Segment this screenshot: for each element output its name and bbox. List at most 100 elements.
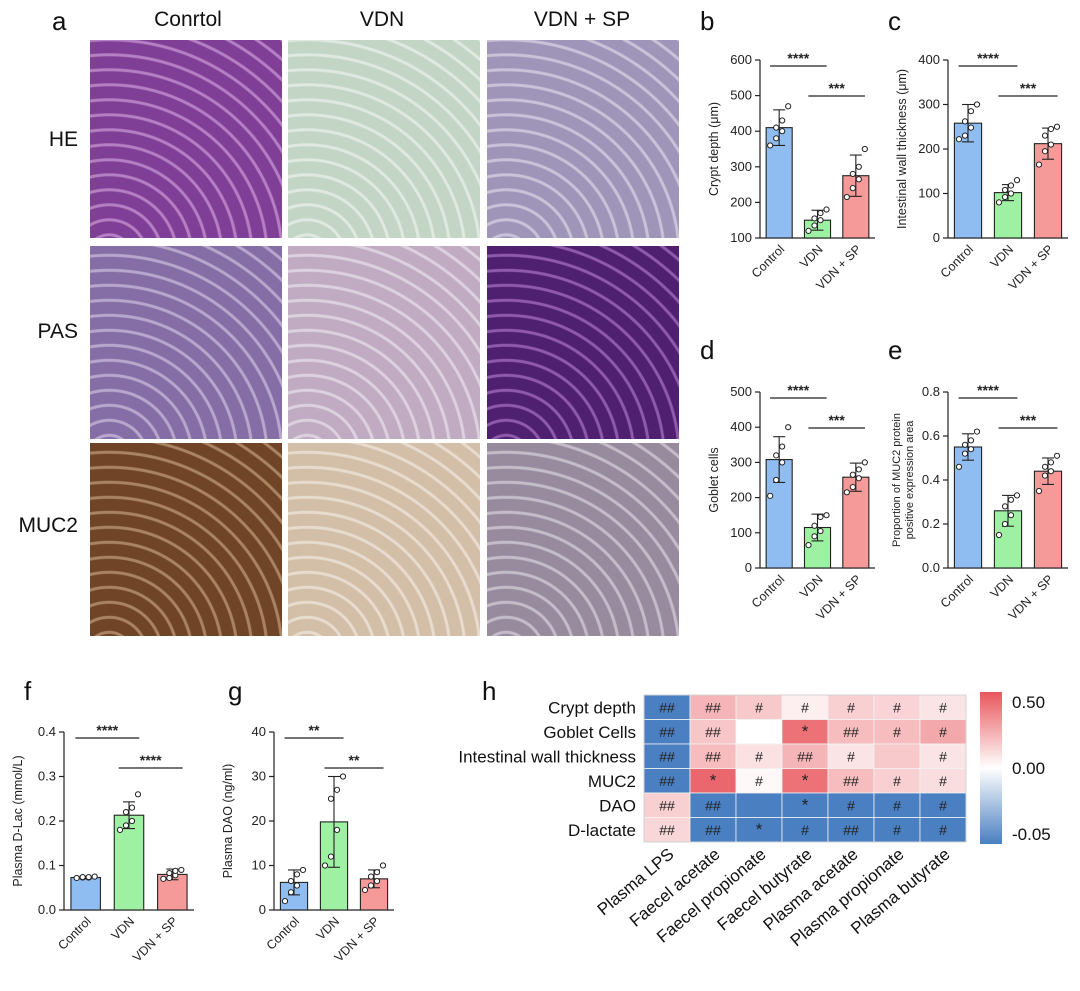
- heatmap-cell: [781, 743, 829, 769]
- y-tick-label: 400: [918, 52, 940, 67]
- heatmap-cell: [919, 719, 967, 745]
- data-point: [333, 826, 341, 834]
- histology-image-muc2-2: [288, 443, 480, 636]
- data-point: [321, 862, 329, 869]
- y-tick-label: 40: [252, 724, 266, 739]
- x-tick-label: VDN: [314, 914, 343, 943]
- data-point: [116, 826, 124, 834]
- heatmap-cell-label: #: [893, 822, 901, 838]
- data-point: [779, 117, 786, 124]
- x-tick-label: VDN: [797, 242, 826, 271]
- x-tick-label: VDN: [988, 242, 1017, 271]
- heatmap-cell-label: *: [802, 722, 809, 741]
- data-point: [299, 866, 307, 874]
- panel-letter-b: b: [700, 6, 715, 36]
- data-point: [1035, 487, 1043, 495]
- y-tick-label: 100: [918, 186, 940, 201]
- significance-label: **: [309, 722, 320, 738]
- heatmap-cell-label: #: [893, 797, 901, 813]
- heatmap-cell-label: #: [939, 699, 947, 715]
- heatmap-row-label: D-lactate: [568, 821, 636, 840]
- y-tick-label: 500: [730, 88, 752, 103]
- y-tick-label: 100: [730, 230, 752, 245]
- data-point: [855, 163, 862, 170]
- data-point: [1001, 193, 1009, 201]
- data-point: [823, 512, 830, 519]
- data-point: [327, 795, 335, 802]
- y-tick-label: 300: [730, 454, 752, 469]
- panel-letter-e: e: [888, 335, 903, 365]
- data-point: [849, 170, 856, 178]
- data-point: [811, 522, 818, 529]
- chart-muc2-proportion: 0.0 0.2 0.4 0.6 0.8 Proportion of MUC2 protei…: [891, 382, 1068, 623]
- significance-label: ****: [787, 50, 809, 66]
- data-point: [1047, 459, 1055, 466]
- heatmap-cell-label: #: [893, 724, 901, 740]
- heatmap-cell-label: ##: [797, 748, 813, 764]
- data-point: [1053, 452, 1061, 459]
- y-tick-label: 200: [730, 490, 752, 505]
- heatmap-cell-label: ##: [705, 822, 721, 838]
- x-tick-label: VDN: [797, 572, 826, 601]
- column-title-vdn-sp: VDN + SP: [533, 8, 631, 31]
- data-point: [811, 215, 818, 222]
- y-axis-label: Intestinal wall thickness (μm): [895, 69, 909, 229]
- panel-letter-c: c: [888, 6, 901, 36]
- data-point: [379, 862, 387, 869]
- chart-crypt-depth: 100 200 300 400 500 600 Crypt depth (μm) Contro…: [707, 50, 875, 293]
- heatmap-cell-label: ##: [705, 797, 721, 813]
- data-point: [287, 889, 295, 896]
- heatmap-cell-label: #: [939, 724, 947, 740]
- data-point: [849, 471, 856, 478]
- heatmap-cell-label: ##: [705, 748, 721, 764]
- heatmap-cell-label: #: [939, 748, 947, 764]
- x-tick-label: VDN + SP: [130, 914, 180, 964]
- heatmap-cell-label: #: [939, 797, 947, 813]
- heatmap-cell-label: ##: [659, 748, 675, 764]
- data-point: [811, 533, 818, 540]
- column-title-vdn: VDN: [359, 8, 405, 31]
- data-point: [1007, 190, 1015, 197]
- row-label-he: HE: [48, 128, 78, 151]
- data-point: [773, 476, 780, 484]
- data-point: [327, 853, 335, 860]
- x-tick-label: Control: [938, 242, 976, 280]
- column-title-control: Conrtol: [154, 8, 222, 31]
- data-point: [1047, 125, 1055, 133]
- data-point: [367, 882, 375, 889]
- data-point: [1001, 503, 1009, 510]
- data-point: [843, 193, 850, 201]
- data-point: [85, 873, 92, 881]
- significance-label: ****: [96, 722, 118, 738]
- x-tick-label: Control: [938, 572, 976, 610]
- data-point: [785, 103, 792, 110]
- data-point: [1013, 177, 1021, 184]
- heatmap-cell-label: *: [802, 795, 809, 814]
- heatmap-cell: [643, 817, 691, 843]
- y-tick-label: 200: [918, 141, 940, 156]
- data-point: [779, 459, 786, 466]
- heatmap-cell-label: *: [756, 820, 763, 839]
- data-point: [1041, 463, 1049, 470]
- data-point: [849, 185, 856, 192]
- heatmap-cell-label: ##: [659, 822, 675, 838]
- heatmap-cell-label: ##: [843, 822, 859, 838]
- heatmap-cell-label: #: [755, 748, 763, 764]
- data-point: [849, 483, 856, 491]
- y-axis-label-line: Proportion of MUC2 protein: [891, 413, 903, 547]
- heatmap-cell-label: #: [893, 699, 901, 715]
- x-tick-label: Control: [749, 242, 787, 280]
- data-point: [767, 142, 774, 149]
- heatmap-row-label: MUC2: [588, 772, 636, 791]
- data-point: [79, 873, 86, 881]
- row-label-muc2: MUC2: [18, 514, 78, 537]
- heatmap-row-label: Goblet Cells: [543, 723, 636, 742]
- x-tick-label: VDN: [988, 572, 1017, 601]
- data-point: [955, 463, 963, 470]
- heatmap-cell-label: #: [801, 822, 809, 838]
- heatmap-cell: [781, 817, 829, 843]
- heatmap-cell-label: ##: [843, 724, 859, 740]
- heatmap-cell: [735, 817, 783, 843]
- data-point: [817, 217, 824, 224]
